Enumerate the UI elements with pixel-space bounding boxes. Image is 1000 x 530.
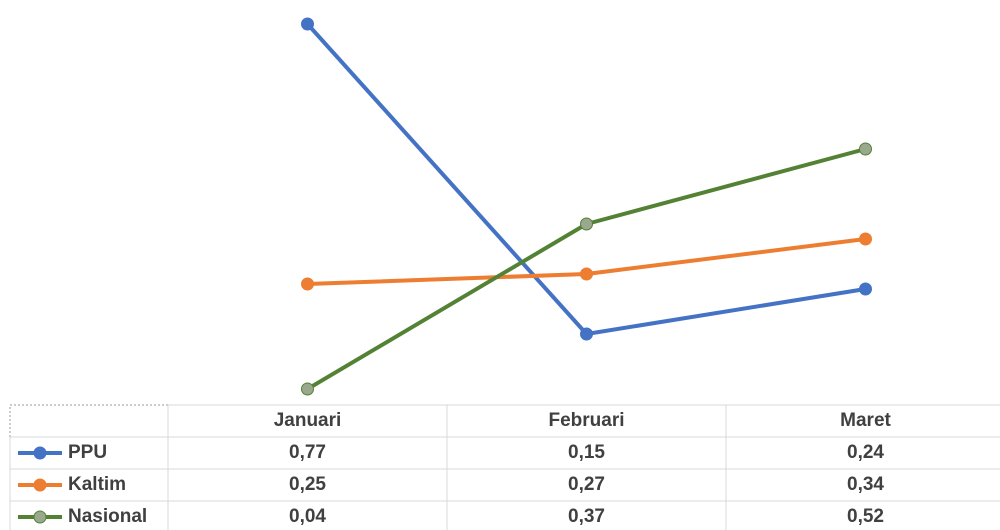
value-label: 0,52 bbox=[847, 506, 884, 527]
series-line bbox=[306, 22, 866, 336]
legend-key-marker bbox=[33, 510, 47, 524]
legend-label: PPU bbox=[68, 442, 107, 463]
legend-label: Kaltim bbox=[68, 474, 126, 495]
series-marker bbox=[301, 277, 314, 291]
category-label: Maret bbox=[840, 410, 891, 431]
value-label: 0,24 bbox=[847, 442, 884, 463]
value-label: 0,15 bbox=[568, 442, 605, 463]
value-label: 0,77 bbox=[289, 442, 326, 463]
series-marker bbox=[859, 282, 872, 296]
series-marker bbox=[301, 17, 314, 31]
series-marker bbox=[859, 142, 872, 156]
series-marker bbox=[580, 217, 593, 231]
category-label: Januari bbox=[274, 410, 342, 431]
series-marker bbox=[580, 327, 593, 341]
table-corner bbox=[9, 404, 169, 438]
value-label: 0,37 bbox=[568, 506, 605, 527]
value-label: 0,27 bbox=[568, 474, 605, 495]
legend-key-marker bbox=[33, 446, 47, 460]
value-label: 0,04 bbox=[289, 506, 326, 527]
value-label: 0,34 bbox=[847, 474, 884, 495]
legend-key-marker bbox=[33, 478, 47, 492]
series-marker bbox=[859, 232, 872, 246]
series-marker bbox=[580, 267, 593, 281]
value-label: 0,25 bbox=[289, 474, 326, 495]
legend-label: Nasional bbox=[68, 506, 147, 527]
category-label: Februari bbox=[548, 410, 624, 431]
series-marker bbox=[301, 382, 314, 396]
